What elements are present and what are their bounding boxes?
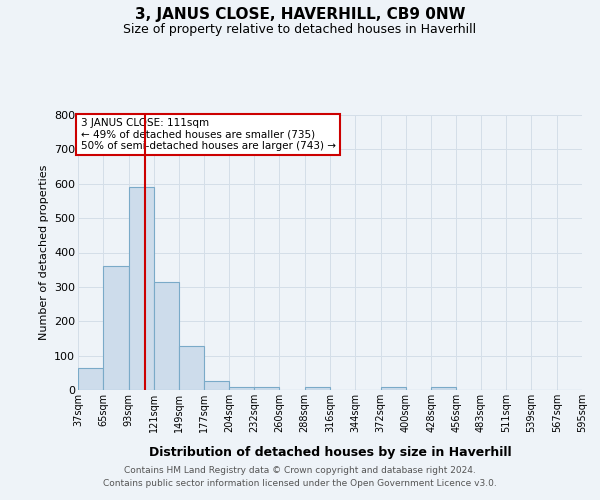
Bar — [179, 346, 205, 390]
Bar — [431, 387, 457, 390]
Text: Distribution of detached houses by size in Haverhill: Distribution of detached houses by size … — [149, 446, 511, 459]
Bar — [229, 387, 254, 390]
Bar — [103, 266, 128, 390]
Bar — [78, 368, 103, 390]
Bar — [154, 282, 179, 390]
Bar — [205, 380, 229, 390]
Bar — [254, 387, 280, 390]
Text: 3, JANUS CLOSE, HAVERHILL, CB9 0NW: 3, JANUS CLOSE, HAVERHILL, CB9 0NW — [135, 8, 465, 22]
Bar — [380, 387, 406, 390]
Text: 3 JANUS CLOSE: 111sqm
← 49% of detached houses are smaller (735)
50% of semi-det: 3 JANUS CLOSE: 111sqm ← 49% of detached … — [80, 118, 335, 151]
Text: Size of property relative to detached houses in Haverhill: Size of property relative to detached ho… — [124, 22, 476, 36]
Text: Contains HM Land Registry data © Crown copyright and database right 2024.
Contai: Contains HM Land Registry data © Crown c… — [103, 466, 497, 487]
Y-axis label: Number of detached properties: Number of detached properties — [38, 165, 49, 340]
Bar — [305, 387, 330, 390]
Bar — [128, 187, 154, 390]
